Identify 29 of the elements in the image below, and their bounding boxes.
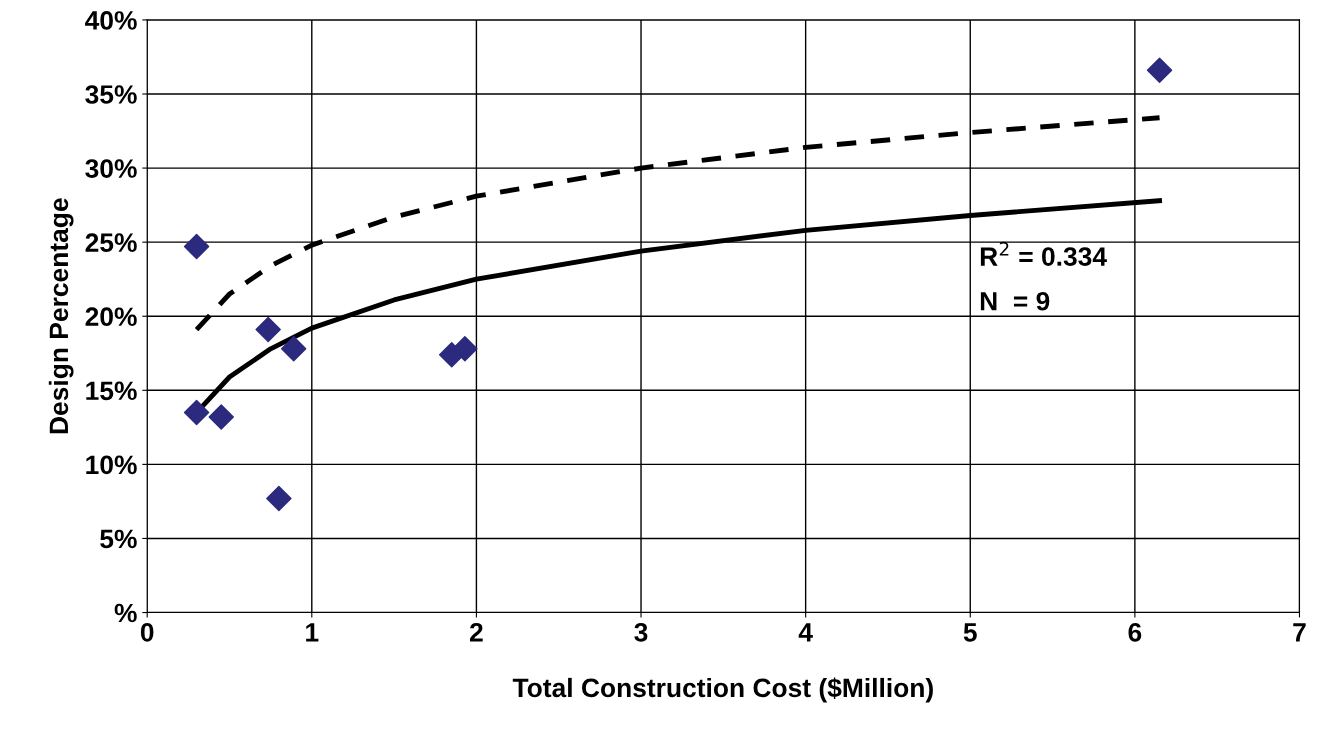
x-tick-label: 4 <box>798 623 813 642</box>
y-tick-label: % <box>114 603 137 623</box>
point <box>280 336 307 362</box>
x-tick-label: 1 <box>306 623 319 642</box>
point <box>183 233 210 260</box>
point <box>208 404 234 430</box>
point <box>266 485 292 512</box>
point <box>183 399 210 426</box>
x-tick-label: 2 <box>469 622 483 642</box>
y-tick-label: 40% <box>85 11 137 30</box>
y-tick-label: 20% <box>85 307 137 327</box>
x-tick-label: 5 <box>963 623 977 642</box>
x-axis-title: Total Construction Cost ($Million) <box>512 677 933 703</box>
x-tick-label: 7 <box>1293 623 1306 642</box>
y-tick-label: 5% <box>100 529 137 549</box>
x-tick-label: 0 <box>140 622 154 642</box>
point <box>255 316 281 343</box>
y-tick-label: 35% <box>85 85 137 104</box>
annotation: R$^{2}$ = 0.334 <box>980 241 1107 266</box>
y-tick-label: 10% <box>86 455 137 475</box>
point <box>452 336 478 362</box>
y-tick-label: 30% <box>85 159 137 178</box>
y-tick-label: 25% <box>85 233 137 252</box>
x-tick-label: 6 <box>1128 622 1142 642</box>
x-tick-label: 3 <box>634 622 648 642</box>
annotation: N = 9 <box>980 291 1050 311</box>
y-axis-title: Design Percentage <box>48 198 74 434</box>
point <box>1146 57 1173 84</box>
y-tick-label: 15% <box>86 381 137 401</box>
